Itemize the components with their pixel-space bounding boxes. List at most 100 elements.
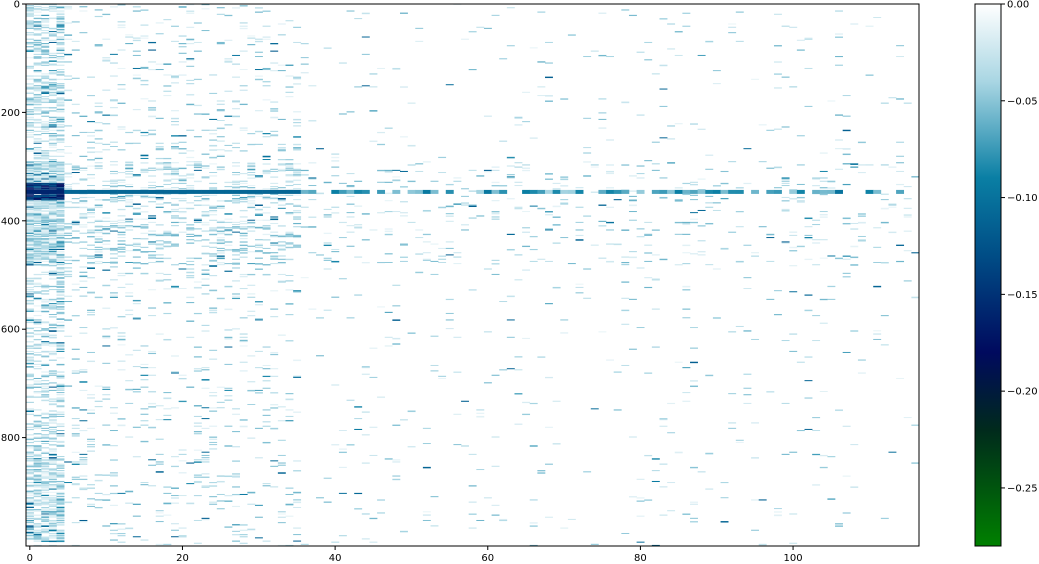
heatmap-cell: [254, 304, 263, 306]
heatmap-cell: [216, 242, 225, 245]
heatmap-cell: [163, 414, 172, 416]
heatmap-cell: [453, 203, 462, 205]
heatmap-cell: [56, 425, 65, 428]
heatmap-cell: [865, 25, 874, 27]
heatmap-cell: [26, 202, 34, 204]
heatmap-cell: [835, 114, 843, 116]
heatmap-cell: [216, 264, 225, 266]
heatmap-cell: [56, 283, 65, 285]
heatmap-cell: [690, 503, 698, 505]
heatmap-cell: [476, 415, 485, 418]
heatmap-cell: [41, 130, 50, 133]
heatmap-cell: [48, 27, 57, 30]
heatmap-cell: [87, 503, 95, 506]
heatmap-cell: [26, 289, 34, 291]
heatmap-cell: [56, 38, 65, 41]
heatmap-cell: [48, 476, 57, 478]
heatmap-cell: [682, 289, 691, 291]
heatmap-cell: [56, 394, 65, 396]
heatmap-cell: [26, 510, 34, 512]
heatmap-cell: [506, 45, 515, 47]
heatmap-cell: [26, 529, 34, 531]
heatmap-cell: [232, 224, 241, 226]
heatmap-cell: [552, 205, 561, 208]
heatmap-cell: [636, 235, 645, 238]
heatmap-cell: [33, 460, 42, 462]
heatmap-cell: [56, 73, 65, 75]
heatmap-cell: [56, 161, 65, 163]
heatmap-cell: [41, 181, 50, 183]
heatmap-cell: [33, 206, 42, 208]
heatmap-cell: [193, 166, 202, 169]
heatmap-cell: [33, 218, 42, 220]
heatmap-cell: [125, 168, 134, 170]
heatmap-cell: [789, 26, 798, 28]
heatmap-cell: [171, 235, 179, 237]
heatmap-cell: [270, 198, 279, 200]
heatmap-cell: [644, 221, 653, 223]
heatmap-cell: [178, 135, 187, 137]
heatmap-cell: [48, 31, 57, 33]
heatmap-cell: [155, 199, 164, 201]
heatmap-cell: [163, 164, 172, 166]
heatmap-cell: [94, 206, 103, 208]
heatmap-cell: [499, 189, 508, 194]
heatmap-cell: [33, 134, 42, 136]
heatmap-cell: [48, 79, 57, 81]
heatmap-cell: [163, 179, 172, 181]
heatmap-cell: [705, 168, 714, 170]
heatmap-cell: [338, 237, 347, 239]
heatmap-cell: [87, 76, 95, 78]
heatmap-cell: [827, 298, 836, 300]
heatmap-cell: [262, 10, 271, 12]
heatmap-cell: [254, 257, 263, 259]
heatmap-cell: [48, 82, 57, 84]
heatmap-cell: [422, 519, 431, 521]
heatmap-cell: [209, 503, 218, 505]
heatmap-cell: [254, 250, 263, 252]
heatmap-cell: [186, 229, 195, 231]
heatmap-cell: [56, 243, 65, 245]
heatmap-cell: [888, 206, 897, 208]
heatmap-cell: [277, 34, 286, 36]
heatmap-cell: [193, 219, 202, 222]
heatmap-cell: [155, 405, 164, 407]
heatmap-cell: [33, 478, 42, 481]
heatmap-cell: [48, 142, 57, 145]
heatmap-cell: [79, 169, 88, 171]
heatmap-cell: [33, 338, 42, 341]
heatmap-cell: [71, 224, 80, 226]
heatmap-cell: [148, 41, 157, 44]
heatmap-cell: [56, 58, 65, 60]
heatmap-cell: [140, 79, 149, 82]
heatmap-cell: [33, 172, 42, 174]
heatmap-cell: [277, 245, 286, 247]
heatmap-cell: [720, 170, 729, 173]
heatmap-cell: [483, 189, 492, 194]
heatmap-cell: [262, 409, 271, 411]
heatmap-cell: [33, 24, 42, 27]
heatmap-cell: [254, 251, 263, 253]
heatmap-cell: [491, 374, 500, 376]
heatmap-cell: [300, 57, 309, 59]
heatmap-cell: [835, 64, 843, 66]
heatmap-cell: [346, 173, 355, 175]
heatmap-cell: [56, 459, 65, 461]
heatmap-cell: [87, 135, 95, 137]
heatmap-cell: [132, 349, 141, 351]
heatmap-cell: [224, 221, 233, 223]
heatmap-cell: [71, 112, 80, 114]
heatmap-cell: [26, 118, 34, 121]
heatmap-cell: [56, 52, 65, 54]
heatmap-cell: [171, 221, 179, 224]
heatmap-cell: [140, 484, 149, 486]
heatmap-cell: [293, 147, 302, 149]
heatmap-cell: [163, 63, 172, 65]
heatmap-cell: [216, 227, 225, 229]
heatmap-cell: [26, 410, 34, 413]
heatmap-cell: [155, 272, 164, 274]
heatmap-cell: [71, 202, 80, 204]
heatmap-cell: [26, 84, 34, 86]
heatmap-cell: [26, 5, 34, 7]
heatmap-cell: [285, 167, 294, 169]
